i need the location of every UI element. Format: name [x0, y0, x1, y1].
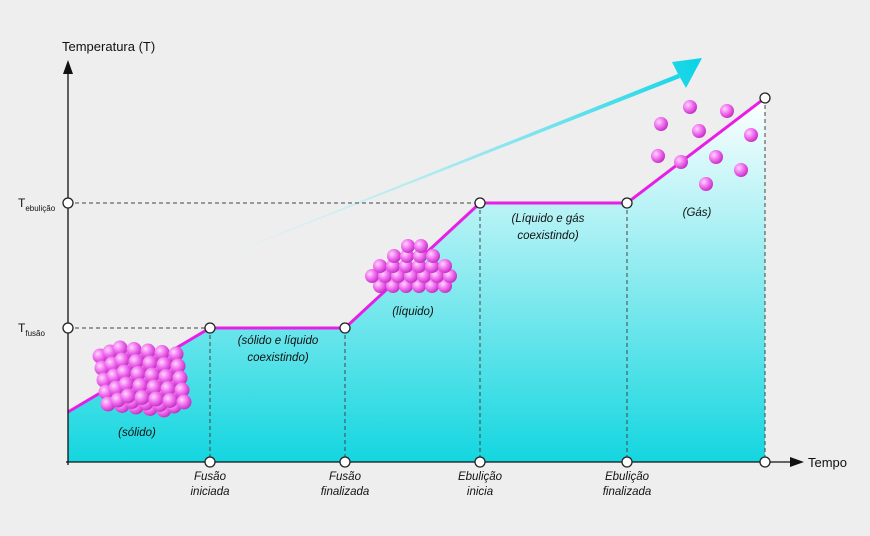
x-axis-label: Tempo: [808, 455, 847, 470]
symbol: T: [18, 196, 26, 210]
symbol: T: [18, 321, 26, 335]
particle: [654, 117, 668, 131]
particle: [176, 394, 192, 410]
point: [621, 456, 633, 468]
particle: [162, 393, 178, 408]
particle: [140, 343, 156, 359]
particle: [734, 163, 748, 177]
particle: [168, 346, 184, 362]
point: [62, 322, 74, 334]
particle: [426, 249, 440, 263]
particle: [373, 259, 387, 273]
particle: [674, 155, 688, 169]
phase-label: coexistindo): [517, 230, 579, 242]
point: [204, 322, 216, 334]
particle: [148, 391, 164, 407]
y-level-label: Tebulição: [18, 196, 56, 213]
point: [474, 197, 486, 209]
x-event-label: Fusão: [194, 471, 227, 483]
particle: [120, 388, 136, 404]
particles: [92, 100, 758, 418]
particle: [112, 340, 128, 356]
particle: [387, 249, 401, 263]
particle: [683, 100, 697, 114]
particle: [144, 367, 160, 383]
x-event-label: iniciada: [191, 486, 230, 498]
particle: [744, 128, 758, 142]
particle: [414, 239, 428, 253]
particle: [130, 366, 146, 381]
particle: [438, 259, 452, 273]
particle: [651, 149, 665, 163]
point: [759, 456, 771, 468]
point: [339, 322, 351, 334]
x-event-label: finalizada: [321, 486, 370, 498]
guides: [68, 98, 766, 462]
x-event-label: Fusão: [329, 471, 362, 483]
x-event-label: finalizada: [603, 486, 652, 498]
particle: [709, 150, 723, 164]
particle: [692, 124, 706, 138]
particle: [158, 369, 174, 384]
x-event-label: Ebulição: [605, 471, 650, 483]
x-event-label: inicia: [467, 486, 493, 498]
particle: [116, 364, 132, 380]
phase-label: (líquido): [392, 306, 434, 318]
particle: [160, 381, 176, 396]
particle: [132, 378, 148, 393]
particle: [126, 342, 142, 357]
x-event-label: Ebulição: [458, 471, 503, 483]
y-level-label: Tfusão: [18, 321, 45, 338]
particle: [114, 352, 130, 368]
particle: [142, 355, 158, 371]
particle: [118, 376, 134, 392]
subscript: ebulição: [25, 204, 55, 213]
subscript: fusão: [25, 329, 45, 338]
phase-label: (Gás): [683, 207, 712, 219]
labels: TebuliçãoTfusãoFusãoiniciadaFusãofinaliz…: [18, 196, 712, 498]
points: [62, 92, 771, 468]
y-axis-label: Temperatura (T): [62, 39, 155, 54]
point: [204, 456, 216, 468]
particle: [401, 239, 415, 253]
particle: [156, 357, 172, 372]
phase-label: (sólido e líquido: [238, 335, 319, 347]
particle: [174, 382, 190, 398]
particle: [172, 370, 188, 386]
particle: [128, 354, 144, 369]
particle: [154, 345, 170, 360]
point: [474, 456, 486, 468]
particle: [170, 358, 186, 374]
point: [759, 92, 771, 104]
y-arrow: [63, 60, 73, 74]
particle: [134, 390, 150, 405]
point: [339, 456, 351, 468]
point: [62, 197, 74, 209]
particle: [146, 379, 162, 395]
particle: [699, 177, 713, 191]
phase-label: (Líquido e gás: [512, 213, 585, 225]
particle: [365, 269, 379, 283]
phase-label: (sólido): [118, 427, 156, 439]
particle: [720, 104, 734, 118]
x-arrow: [790, 457, 804, 467]
phase-label: coexistindo): [247, 352, 309, 364]
axes: [66, 66, 796, 465]
point: [621, 197, 633, 209]
